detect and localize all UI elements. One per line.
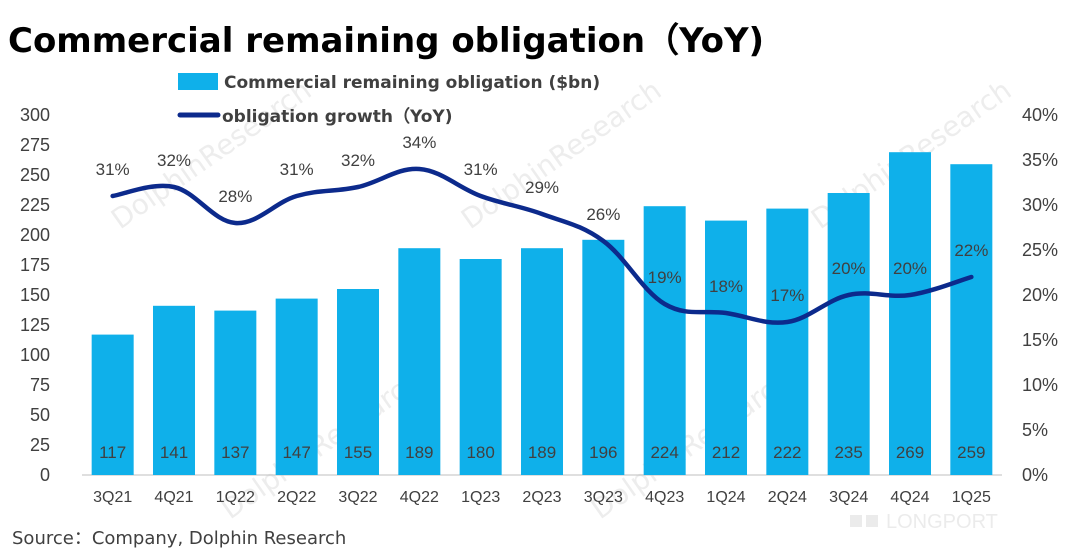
y-axis-left: 0 25 50 75 100 125 150 175 200 225 250 275 300	[20, 105, 50, 485]
x-tick-label: 4Q21	[154, 489, 193, 506]
bar-value-label: 147	[282, 443, 310, 462]
line-value-label: 20%	[832, 259, 866, 278]
line-value-label: 32%	[157, 151, 191, 170]
line-value-label: 29%	[525, 178, 559, 197]
y-left-tick-label: 100	[20, 345, 50, 365]
line-value-label: 19%	[648, 268, 682, 287]
bar-value-labels: 117 141 137 147 155 189 180 189 196 224 212 222 235 2…	[99, 443, 985, 462]
y-left-tick-label: 150	[20, 285, 50, 305]
legend-bar-label: Commercial remaining obligation ($bn)	[224, 73, 600, 93]
x-tick-label: 4Q23	[645, 489, 684, 506]
bar	[705, 220, 747, 475]
x-tick-label: 2Q23	[522, 489, 561, 506]
bar-value-label: 269	[896, 443, 924, 462]
y-left-tick-label: 225	[20, 195, 50, 215]
x-tick-label: 1Q24	[706, 489, 745, 506]
y-right-tick-label: 15%	[1022, 330, 1058, 350]
line-value-label: 32%	[341, 151, 375, 170]
bar-value-label: 259	[957, 443, 985, 462]
chart-title: Commercial remaining obligation（YoY)	[8, 21, 764, 61]
y-right-tick-label: 35%	[1022, 150, 1058, 170]
bar	[889, 152, 931, 475]
bar	[337, 289, 379, 475]
line-value-label: 26%	[586, 205, 620, 224]
x-tick-label: 4Q24	[890, 489, 929, 506]
y-right-tick-label: 30%	[1022, 195, 1058, 215]
y-right-tick-label: 10%	[1022, 375, 1058, 395]
x-tick-label: 1Q23	[461, 489, 500, 506]
y-left-tick-label: 300	[20, 105, 50, 125]
x-axis-ticks: 3Q21 4Q21 1Q22 2Q22 3Q22 4Q22 1Q23 2Q23 3Q23 4Q23…	[93, 489, 991, 506]
x-tick-label: 1Q25	[952, 489, 991, 506]
bar	[950, 164, 993, 475]
bar	[827, 193, 870, 475]
bar	[214, 310, 257, 475]
y-left-tick-label: 175	[20, 255, 50, 275]
bar	[459, 259, 502, 475]
bar-value-label: 189	[528, 443, 556, 462]
y-axis-right: 0% 5% 10% 15% 20% 25% 30% 35% 40%	[1022, 105, 1058, 485]
line-value-label: 20%	[893, 259, 927, 278]
bar	[91, 334, 134, 475]
line-value-label: 17%	[770, 286, 804, 305]
line-value-label: 18%	[709, 277, 743, 296]
x-tick-label: 3Q22	[338, 489, 377, 506]
line-value-label: 22%	[954, 241, 988, 260]
y-left-tick-label: 50	[30, 405, 50, 425]
x-tick-label: 2Q24	[768, 489, 807, 506]
bar	[275, 298, 318, 475]
bar-value-label: 224	[650, 443, 678, 462]
y-right-tick-label: 25%	[1022, 240, 1058, 260]
y-right-tick-label: 5%	[1022, 420, 1048, 440]
y-left-tick-label: 200	[20, 225, 50, 245]
bar-value-label: 212	[712, 443, 740, 462]
x-tick-label: 3Q23	[584, 489, 623, 506]
bar-value-label: 137	[221, 443, 249, 462]
legend-line-label: obligation growth（YoY)	[222, 106, 452, 127]
y-right-tick-label: 0%	[1022, 465, 1048, 485]
y-right-tick-label: 40%	[1022, 105, 1058, 125]
longport-logo: LONGPORT	[850, 511, 998, 533]
source-note: Source：Company, Dolphin Research	[12, 528, 346, 549]
y-right-tick-label: 20%	[1022, 285, 1058, 305]
bar	[643, 206, 686, 475]
bar-value-label: 222	[773, 443, 801, 462]
bar	[766, 208, 809, 475]
bar-value-label: 117	[99, 443, 126, 462]
bar-value-label: 196	[589, 443, 617, 462]
watermark-text: DolphinResearch	[455, 73, 667, 235]
line-value-label: 31%	[464, 160, 498, 179]
bar	[582, 239, 625, 475]
bar	[521, 248, 563, 475]
line-value-label: 28%	[218, 187, 252, 206]
bar-value-label: 155	[344, 443, 372, 462]
bar	[398, 248, 441, 475]
line-value-label: 31%	[280, 160, 314, 179]
x-tick-label: 3Q21	[93, 489, 132, 506]
bar-series	[91, 152, 993, 475]
y-left-tick-label: 125	[20, 315, 50, 335]
y-left-tick-label: 275	[20, 135, 50, 155]
y-left-tick-label: 250	[20, 165, 50, 185]
y-left-tick-label: 75	[30, 375, 50, 395]
x-tick-label: 1Q22	[216, 489, 255, 506]
legend-bar-swatch	[178, 73, 218, 90]
growth-line	[110, 166, 974, 325]
line-value-label: 31%	[96, 160, 130, 179]
bar-value-label: 235	[834, 443, 862, 462]
bar-value-label: 189	[405, 443, 433, 462]
y-left-tick-label: 25	[30, 435, 50, 455]
line-value-labels: 31% 32% 28% 31% 32% 34% 31% 29% 26% 19% 18% 17% 20% 2…	[96, 133, 989, 305]
y-left-tick-label: 0	[40, 465, 50, 485]
x-tick-label: 2Q22	[277, 489, 316, 506]
x-tick-label: 3Q24	[829, 489, 868, 506]
bar	[153, 305, 195, 475]
bar-value-label: 180	[466, 443, 494, 462]
x-tick-label: 4Q22	[400, 489, 439, 506]
watermark-corner-text: LONGPORT	[886, 511, 998, 533]
bar-value-label: 141	[160, 443, 188, 462]
line-value-label: 34%	[402, 133, 436, 152]
